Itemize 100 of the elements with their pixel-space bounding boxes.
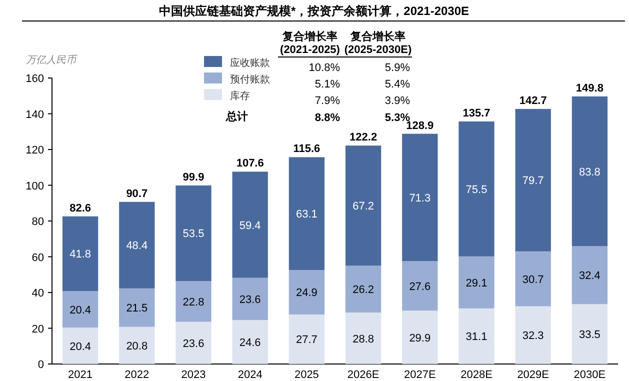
bar [288, 314, 325, 364]
bar [232, 278, 268, 320]
bar [402, 261, 438, 311]
data-label: 30.7 [522, 274, 544, 286]
bar [345, 312, 382, 364]
data-label: 23.6 [239, 294, 261, 306]
data-label: 63.1 [296, 208, 318, 221]
text: 复合增长率 [350, 30, 406, 43]
legend-label: 库存 [230, 90, 250, 102]
bar [572, 96, 608, 246]
bar [62, 328, 98, 364]
bar [288, 270, 325, 314]
total-label: 149.8 [576, 82, 604, 94]
total-label: 135.7 [462, 107, 490, 120]
x-tick-label: 2026E [347, 369, 380, 381]
data-label: 79.7 [522, 175, 544, 188]
annotation: 5.1% [314, 78, 340, 90]
data-label: 21.5 [126, 302, 148, 315]
y-tick-label: 0 [38, 359, 44, 371]
data-label: 41.8 [70, 248, 92, 261]
data-label: 28.8 [352, 333, 374, 346]
y-tick-label: 40 [32, 288, 44, 300]
y-tick-label: 160 [26, 73, 44, 85]
x-tick-label: 2025 [294, 369, 319, 381]
legend-label: 应收账款 [230, 57, 270, 69]
x-tick-label: 2028E [460, 369, 492, 381]
bar [176, 322, 212, 364]
bar [232, 320, 268, 364]
data-label: 48.4 [126, 240, 148, 252]
legend-label: 预付账款 [230, 74, 270, 86]
data-label: 24.6 [239, 337, 261, 350]
data-label: 23.6 [182, 338, 204, 350]
bar [458, 121, 494, 256]
annotation: 8.8% [314, 112, 340, 124]
bar [345, 266, 382, 313]
annotation: 5.4% [384, 78, 410, 90]
bar [458, 256, 494, 308]
text: (2025-2030E) [344, 44, 412, 56]
bar [402, 134, 438, 262]
bar [572, 304, 608, 364]
x-tick-label: 2022 [124, 369, 150, 381]
data-label: 32.4 [578, 270, 600, 282]
y-tick-label: 140 [26, 108, 44, 121]
y-tick-label: 100 [26, 180, 44, 192]
data-label: 22.8 [182, 296, 204, 308]
total-label: 82.6 [70, 202, 92, 214]
total-label: 142.7 [519, 94, 547, 107]
text: 复合增长率 [282, 30, 338, 43]
x-tick-label: 2027E [404, 369, 436, 381]
bar [402, 310, 438, 364]
chart-title: 中国供应链基础资产规模*，按资产余额计算，2021-2030E [158, 4, 470, 18]
data-label: 24.9 [296, 287, 318, 300]
data-label: 75.5 [466, 184, 488, 196]
bar [232, 172, 268, 278]
data-label: 67.2 [352, 200, 374, 213]
y-tick-label: 120 [26, 144, 44, 156]
y-tick-label: 80 [32, 216, 44, 228]
bar [515, 306, 551, 364]
bar [176, 185, 212, 282]
annotation: 3.9% [384, 95, 410, 107]
data-label: 27.6 [409, 280, 431, 293]
total-label: 107.6 [236, 158, 264, 170]
y-tick-label: 60 [32, 252, 44, 264]
data-label: 53.5 [182, 228, 204, 240]
bar [62, 216, 98, 292]
data-label: 20.4 [70, 340, 92, 353]
annotation: 总计 [225, 110, 248, 123]
x-tick-label: 2023 [181, 369, 206, 381]
data-label: 29.9 [409, 332, 431, 344]
data-label: 71.3 [409, 192, 431, 204]
y-axis-title: 万亿人民币 [26, 54, 78, 66]
bar [119, 202, 155, 288]
bar [119, 288, 155, 327]
x-tick-label: 2021 [68, 369, 93, 381]
text: (2021-2025) [280, 44, 340, 56]
x-tick-label: 2029E [517, 369, 550, 381]
data-label: 32.3 [522, 330, 544, 342]
data-label: 31.1 [466, 331, 488, 344]
bar [572, 246, 608, 304]
data-label: 27.7 [296, 334, 318, 346]
x-tick-label: 2030E [574, 369, 606, 381]
annotation: 7.9% [314, 95, 340, 107]
bar [458, 308, 494, 364]
bar [176, 281, 212, 322]
total-label: 122.2 [350, 132, 378, 144]
data-label: 20.4 [70, 304, 92, 316]
total-label: 99.9 [182, 171, 204, 184]
data-label: 83.8 [578, 166, 600, 178]
bar [62, 291, 98, 328]
data-label: 29.1 [466, 277, 488, 290]
x-tick-label: 2024 [238, 369, 262, 381]
bar [119, 326, 155, 364]
data-label: 33.5 [578, 329, 600, 342]
text: 5.9% [384, 62, 410, 74]
bar [288, 157, 325, 270]
bar [515, 108, 551, 252]
total-label: 128.9 [406, 120, 434, 132]
data-label: 26.2 [352, 284, 374, 296]
bar [345, 146, 382, 266]
total-label: 115.6 [293, 143, 320, 156]
